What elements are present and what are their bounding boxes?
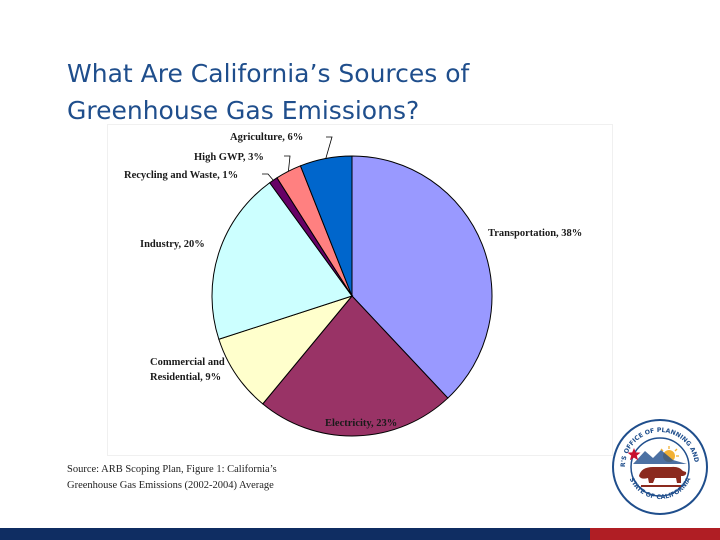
slide-title-line-2: Greenhouse Gas Emissions? [67, 96, 420, 125]
pie-slice-industry [211, 182, 353, 340]
star-icon [627, 448, 641, 461]
slide-title-line-1: What Are California’s Sources of [67, 59, 470, 88]
source-note-line-1: Source: ARB Scoping Plan, Figure 1: Cali… [67, 464, 277, 475]
leader-line-high-gwp [284, 155, 291, 172]
slice-label-recycling-waste: Recycling and Waste, 1% [124, 170, 238, 181]
pie-slice-commercial-and-residential [218, 294, 354, 405]
slice-label-commercial-residential-line2: Residential, 9% [150, 372, 221, 383]
leader-line-recycling-and-waste [262, 173, 274, 181]
slide-title: What Are California’s Sources of Greenho… [67, 55, 627, 129]
label-leader-lines [262, 136, 333, 181]
pie-slice-electricity [262, 295, 449, 437]
ca-governors-office-seal-icon: GOVERNOR'S OFFICE OF PLANNING AND RESEAR… [608, 413, 709, 516]
slice-label-industry: Industry, 20% [140, 239, 205, 250]
bear-icon [639, 466, 687, 483]
pie-slices [211, 155, 493, 437]
source-note-line-2: Greenhouse Gas Emissions (2002-2004) Ave… [67, 480, 274, 491]
source-note: Source: ARB Scoping Plan, Figure 1: Cali… [67, 462, 347, 494]
pie-chart: Transportation, 38% Electricity, 23% Com… [124, 132, 582, 437]
slice-label-transportation: Transportation, 38% [488, 228, 582, 239]
slice-labels: Transportation, 38% Electricity, 23% Com… [124, 132, 582, 429]
slice-label-agriculture: Agriculture, 6% [230, 132, 303, 143]
footer-bar [0, 528, 720, 540]
leader-line-agriculture [325, 136, 333, 159]
footer-bar-red [590, 528, 720, 540]
pie-slice-transportation [351, 155, 493, 399]
slice-label-high-gwp: High GWP, 3% [194, 152, 264, 163]
slice-label-commercial-residential-line1: Commercial and [150, 357, 225, 368]
slice-label-electricity: Electricity, 23% [325, 418, 397, 429]
seal-graphic: GOVERNOR'S OFFICE OF PLANNING AND RESEAR… [608, 413, 708, 515]
footer-bar-blue [0, 528, 590, 540]
pie-chart-panel: Transportation, 38% Electricity, 23% Com… [108, 125, 612, 455]
